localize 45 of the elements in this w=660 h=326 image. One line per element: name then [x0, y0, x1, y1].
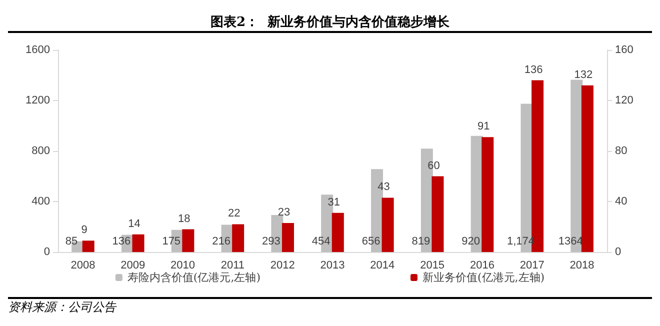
- data-label: 136: [112, 236, 131, 248]
- data-label: 91: [478, 120, 490, 133]
- y-tick-label: 800: [32, 145, 50, 157]
- data-label: 85: [65, 236, 78, 248]
- y-tick-label: 1600: [26, 44, 50, 56]
- y2-tick-label: 0: [615, 246, 622, 258]
- y2-tick-label: 120: [615, 94, 634, 106]
- data-label: 132: [574, 68, 593, 81]
- x-tick-label: 2014: [370, 260, 395, 272]
- data-label: 216: [212, 236, 230, 248]
- data-label: 23: [278, 206, 290, 218]
- data-label: 60: [428, 160, 440, 172]
- x-tick-label: 2016: [470, 260, 494, 272]
- data-label: 819: [412, 236, 430, 248]
- data-label: 14: [128, 218, 140, 230]
- x-tick-label: 2015: [420, 260, 445, 272]
- x-tick-label: 2017: [520, 260, 544, 272]
- data-label: 9: [81, 224, 88, 236]
- y2-tick-label: 80: [615, 145, 628, 157]
- x-tick-label: 2018: [570, 260, 594, 272]
- data-label: 43: [378, 181, 390, 194]
- data-label: 656: [362, 236, 380, 248]
- x-tick-label: 2013: [320, 260, 345, 272]
- legend-label: 新业务价值(亿港元,左轴): [422, 271, 545, 284]
- y2-tick-label: 160: [615, 44, 634, 56]
- x-tick-label: 2009: [120, 260, 146, 272]
- y2-tick-label: 40: [615, 196, 628, 208]
- x-tick-label: 2010: [170, 260, 196, 272]
- data-label: 31: [328, 196, 340, 208]
- data-label: 136: [524, 64, 543, 76]
- x-tick-label: 2011: [220, 260, 245, 272]
- text: 资料来源：公司公告: [8, 300, 117, 314]
- x-tick-label: 2008: [70, 260, 96, 272]
- x-tick-label: 2012: [270, 260, 295, 272]
- y-tick-label: 1200: [26, 94, 50, 106]
- data-label: 293: [262, 236, 280, 248]
- data-label: 18: [178, 212, 190, 225]
- chart-title: 图表2： 新业务价值与内含价值稳步增长: [210, 14, 451, 30]
- data-label: 454: [312, 236, 330, 248]
- data-label: 175: [162, 236, 181, 248]
- data-label: 920: [462, 236, 480, 248]
- legend-label: 寿险内含价值(亿港元,左轴): [127, 271, 261, 284]
- y-tick-label: 400: [32, 196, 50, 208]
- data-label: 22: [228, 208, 240, 220]
- y-tick-label: 0: [44, 246, 50, 258]
